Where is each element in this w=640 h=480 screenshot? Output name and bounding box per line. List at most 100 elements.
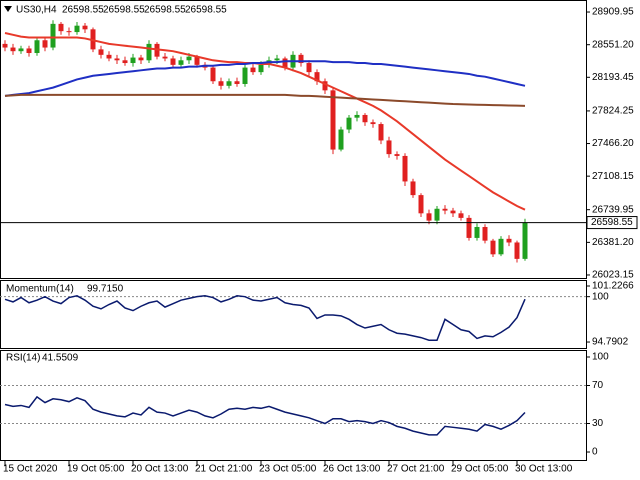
momentum-title: Momentum(14) xyxy=(6,284,74,295)
y-tick-label: 26023.15 xyxy=(592,270,634,281)
y-tick-label: 26381.20 xyxy=(592,237,634,248)
x-tick-label: 29 Oct 05:00 xyxy=(451,464,509,475)
candle-body xyxy=(370,122,376,125)
candle-body xyxy=(34,40,40,54)
rsi-panel xyxy=(0,350,587,461)
x-tick-label: 15 Oct 2020 xyxy=(3,464,58,475)
current-price-label: 26598.55 xyxy=(591,217,633,228)
candle-body xyxy=(330,90,336,150)
candle-body xyxy=(146,43,152,61)
header-high: 26598.55 xyxy=(103,5,145,16)
candle-body xyxy=(426,213,432,221)
candle-body xyxy=(322,81,328,91)
y-tick-label: 94.7902 xyxy=(592,337,629,348)
candle-body xyxy=(466,217,472,238)
candle-body xyxy=(130,57,136,64)
candle-body xyxy=(2,43,8,48)
indicator-line xyxy=(4,395,526,436)
candle-body xyxy=(338,129,344,150)
indicator-line xyxy=(4,31,526,211)
indicator-line xyxy=(4,295,526,341)
candle-body xyxy=(258,64,264,73)
candle-body xyxy=(106,54,112,59)
y-tick-label: 27108.15 xyxy=(592,171,634,182)
candle-body xyxy=(58,23,64,32)
candle-body xyxy=(490,240,496,255)
x-tick-label: 26 Oct 13:00 xyxy=(323,464,381,475)
header-close: 26598.55 xyxy=(185,5,227,16)
candle-body xyxy=(346,117,352,130)
momentum-panel xyxy=(0,280,587,349)
y-tick-label: 27824.25 xyxy=(592,106,634,117)
candle-body xyxy=(194,56,200,65)
candle-body xyxy=(226,81,232,86)
candle-body xyxy=(386,140,392,155)
x-tick-label: 27 Oct 21:00 xyxy=(387,464,445,475)
candle-body xyxy=(50,23,56,48)
candle-body xyxy=(410,181,416,196)
candle-body xyxy=(450,210,456,214)
y-tick-label: 70 xyxy=(592,380,604,391)
candle-body xyxy=(442,208,448,211)
y-tick-label: 28193.45 xyxy=(592,72,634,83)
candle-body xyxy=(458,213,464,218)
symbol-title: US30,H4 xyxy=(16,5,57,16)
main-panel xyxy=(0,0,587,279)
candle-body xyxy=(74,25,80,33)
candle-body xyxy=(354,114,360,118)
y-tick-label: 0 xyxy=(592,447,598,458)
candle-body xyxy=(98,49,104,55)
x-tick-label: 23 Oct 05:00 xyxy=(259,464,317,475)
collapse-icon[interactable] xyxy=(4,6,12,12)
candle-body xyxy=(306,63,312,73)
candle-body xyxy=(138,57,144,61)
indicator-line xyxy=(4,93,526,107)
candle-body xyxy=(10,47,16,52)
candle-body xyxy=(434,208,440,221)
current-price-box xyxy=(586,216,638,230)
candle-body xyxy=(82,25,88,30)
candle-body xyxy=(234,81,240,84)
candle-body xyxy=(378,124,384,141)
candle-body xyxy=(482,226,488,241)
candle-body xyxy=(418,195,424,214)
candle-body xyxy=(42,40,48,48)
candle-body xyxy=(122,60,128,64)
indicator-line xyxy=(4,60,526,97)
candle-body xyxy=(26,48,32,54)
candle-body xyxy=(514,242,520,259)
candle-body xyxy=(394,154,400,156)
x-tick-label: 30 Oct 13:00 xyxy=(515,464,573,475)
candle-body xyxy=(402,155,408,182)
momentum-value: 99.7150 xyxy=(87,284,124,295)
rsi-value: 41.5509 xyxy=(42,353,79,364)
candle-body xyxy=(274,58,280,61)
x-tick-label: 19 Oct 05:00 xyxy=(67,464,125,475)
header-low: 26598.55 xyxy=(144,5,186,16)
candle-body xyxy=(170,58,176,65)
candle-body xyxy=(186,56,192,61)
candle-body xyxy=(162,56,168,59)
y-tick-label: 100 xyxy=(592,352,609,363)
rsi-title: RSI(14) xyxy=(6,353,40,364)
candle-body xyxy=(178,60,184,65)
candle-body xyxy=(522,222,528,259)
y-tick-label: 27466.20 xyxy=(592,138,634,149)
candle-body xyxy=(506,238,512,243)
y-tick-label: 30 xyxy=(592,418,604,429)
candle-body xyxy=(114,58,120,61)
y-tick-label: 100 xyxy=(592,291,609,302)
candle-body xyxy=(18,48,24,52)
candle-body xyxy=(210,67,216,82)
header-open: 26598.55 xyxy=(62,5,104,16)
x-tick-label: 20 Oct 13:00 xyxy=(131,464,189,475)
candle-body xyxy=(218,81,224,86)
candle-body xyxy=(298,54,304,64)
y-tick-label: 101.2266 xyxy=(592,281,634,292)
x-tick-label: 21 Oct 21:00 xyxy=(195,464,253,475)
y-tick-label: 28909.95 xyxy=(592,7,634,18)
candle-body xyxy=(250,67,256,73)
y-tick-label: 28551.20 xyxy=(592,39,634,50)
y-tick-label: 26739.95 xyxy=(592,204,634,215)
